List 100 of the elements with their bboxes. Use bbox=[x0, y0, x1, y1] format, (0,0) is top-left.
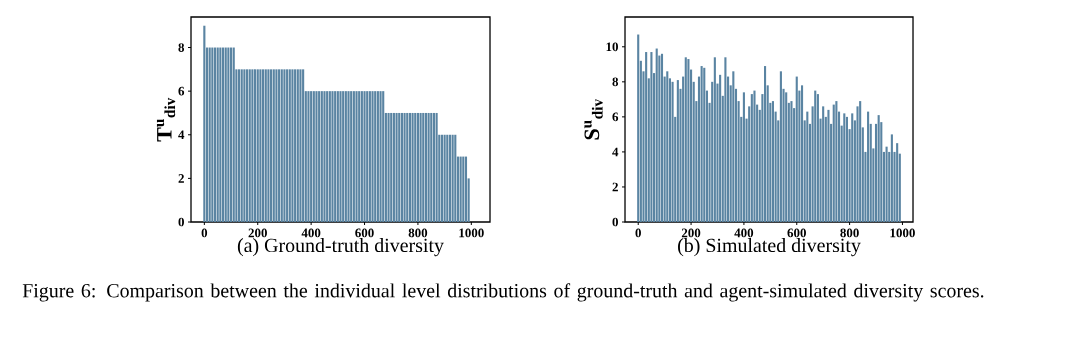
bar bbox=[827, 109, 830, 222]
x-tick-label: 600 bbox=[787, 228, 806, 238]
bar bbox=[240, 69, 243, 222]
bar bbox=[440, 134, 444, 222]
bar bbox=[371, 91, 374, 222]
x-tick-label: 1000 bbox=[890, 228, 915, 238]
bar bbox=[763, 66, 767, 222]
bar bbox=[779, 71, 782, 222]
bar bbox=[355, 91, 358, 222]
bar bbox=[275, 69, 278, 222]
bar bbox=[454, 134, 457, 222]
bar bbox=[224, 47, 227, 222]
bar bbox=[232, 47, 235, 222]
bar bbox=[339, 91, 342, 222]
x-tick-label: 600 bbox=[355, 228, 374, 238]
bar bbox=[645, 52, 648, 222]
bar bbox=[650, 52, 653, 222]
bar bbox=[430, 112, 433, 222]
y-tick-label: 8 bbox=[178, 43, 185, 52]
bar bbox=[331, 91, 334, 222]
bar bbox=[713, 57, 716, 222]
bar bbox=[221, 47, 225, 222]
bar bbox=[427, 112, 430, 222]
bar bbox=[315, 91, 318, 222]
bar bbox=[382, 91, 385, 222]
bar bbox=[302, 69, 305, 222]
y-tick-label: 6 bbox=[178, 86, 185, 96]
bar bbox=[227, 47, 230, 222]
bar bbox=[816, 94, 819, 222]
y-tick-label: 0 bbox=[178, 217, 184, 227]
x-tick-label: 1000 bbox=[459, 228, 484, 238]
bar bbox=[432, 112, 436, 222]
bar bbox=[291, 69, 294, 222]
y-tick-label: 8 bbox=[612, 77, 619, 87]
bar bbox=[684, 57, 687, 222]
bar bbox=[655, 48, 658, 222]
bar bbox=[800, 85, 804, 222]
bar bbox=[671, 81, 674, 222]
bar bbox=[395, 112, 398, 222]
bar bbox=[459, 156, 462, 222]
x-axis-title: (a) Ground-truth diversity bbox=[237, 238, 444, 257]
bar bbox=[666, 71, 669, 222]
bar bbox=[822, 106, 825, 222]
x-tick-label: 200 bbox=[681, 228, 701, 238]
y-tick-label: 0 bbox=[612, 217, 618, 227]
y-tick-label: 2 bbox=[612, 182, 618, 192]
bar bbox=[637, 34, 640, 222]
x-tick-label: 0 bbox=[201, 228, 208, 238]
bar bbox=[750, 94, 753, 222]
bar bbox=[213, 47, 217, 222]
bar bbox=[676, 80, 679, 222]
bar bbox=[885, 146, 888, 222]
bar bbox=[267, 69, 270, 222]
bar bbox=[771, 101, 775, 222]
bar bbox=[229, 47, 233, 222]
bar bbox=[832, 104, 835, 222]
bar bbox=[307, 91, 310, 222]
bar bbox=[403, 112, 406, 222]
bar bbox=[259, 69, 262, 222]
bar bbox=[719, 74, 722, 222]
bar bbox=[237, 69, 241, 222]
y-axis-title: S$^{u}$div bbox=[584, 98, 603, 140]
bar bbox=[462, 156, 465, 222]
bar bbox=[785, 92, 788, 222]
bar bbox=[208, 47, 211, 222]
bar bbox=[687, 59, 690, 222]
bar bbox=[251, 69, 254, 222]
bar bbox=[443, 134, 446, 222]
bar bbox=[877, 115, 880, 222]
bar bbox=[203, 25, 206, 222]
bar bbox=[219, 47, 222, 222]
y-tick-label: 10 bbox=[606, 42, 618, 52]
bar bbox=[411, 112, 414, 222]
bar bbox=[323, 91, 326, 222]
bar bbox=[835, 101, 838, 222]
bar bbox=[790, 101, 793, 222]
x-tick-label: 800 bbox=[408, 228, 428, 238]
bar bbox=[419, 112, 422, 222]
bar bbox=[703, 67, 706, 222]
bar bbox=[283, 69, 286, 222]
bar bbox=[435, 112, 438, 222]
bar bbox=[890, 134, 893, 222]
y-tick-label: 4 bbox=[178, 130, 185, 140]
caption: Figure 6: Comparison between the individual level distributions of ground-truth and agent-simulated diversity scores. bbox=[22, 283, 984, 302]
y-tick-label: 6 bbox=[612, 112, 619, 122]
bar bbox=[216, 47, 219, 222]
bar bbox=[363, 91, 366, 222]
x-axis-title: (b) Simulated diversity bbox=[678, 238, 861, 257]
bar bbox=[446, 134, 449, 222]
y-tick-label: 4 bbox=[612, 147, 619, 157]
x-tick-label: 400 bbox=[301, 228, 321, 238]
x-tick-label: 800 bbox=[840, 228, 859, 238]
bar bbox=[387, 112, 390, 222]
bar bbox=[753, 90, 756, 222]
bar bbox=[243, 69, 246, 222]
bar bbox=[732, 71, 735, 222]
bar bbox=[347, 91, 350, 222]
x-tick-label: 200 bbox=[248, 228, 267, 238]
bar bbox=[379, 91, 382, 222]
bar bbox=[843, 113, 846, 222]
